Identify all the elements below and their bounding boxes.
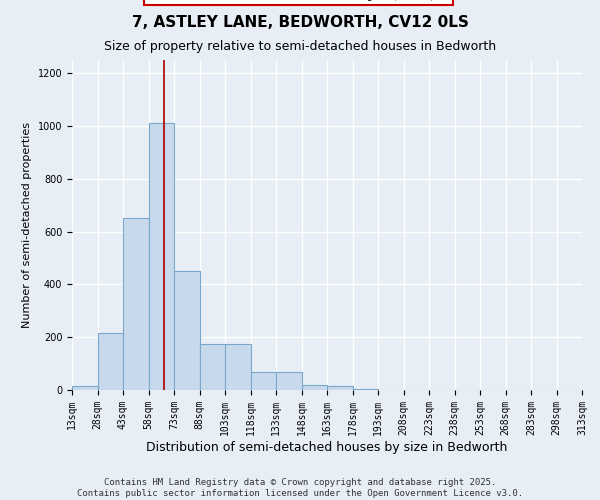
Text: 7, ASTLEY LANE, BEDWORTH, CV12 0LS: 7, ASTLEY LANE, BEDWORTH, CV12 0LS	[131, 15, 469, 30]
Bar	[174, 271, 199, 390]
Bar	[276, 372, 302, 390]
Text: Size of property relative to semi-detached houses in Bedworth: Size of property relative to semi-detach…	[104, 40, 496, 53]
Bar	[72, 386, 97, 390]
Bar	[302, 384, 327, 390]
Bar	[251, 372, 276, 390]
Bar	[97, 333, 123, 390]
Bar	[123, 218, 149, 390]
Bar	[353, 388, 378, 390]
Bar	[327, 386, 353, 390]
Text: Contains HM Land Registry data © Crown copyright and database right 2025.
Contai: Contains HM Land Registry data © Crown c…	[77, 478, 523, 498]
Y-axis label: Number of semi-detached properties: Number of semi-detached properties	[22, 122, 32, 328]
Bar	[149, 124, 174, 390]
X-axis label: Distribution of semi-detached houses by size in Bedworth: Distribution of semi-detached houses by …	[146, 440, 508, 454]
Bar	[225, 344, 251, 390]
Bar	[200, 344, 225, 390]
